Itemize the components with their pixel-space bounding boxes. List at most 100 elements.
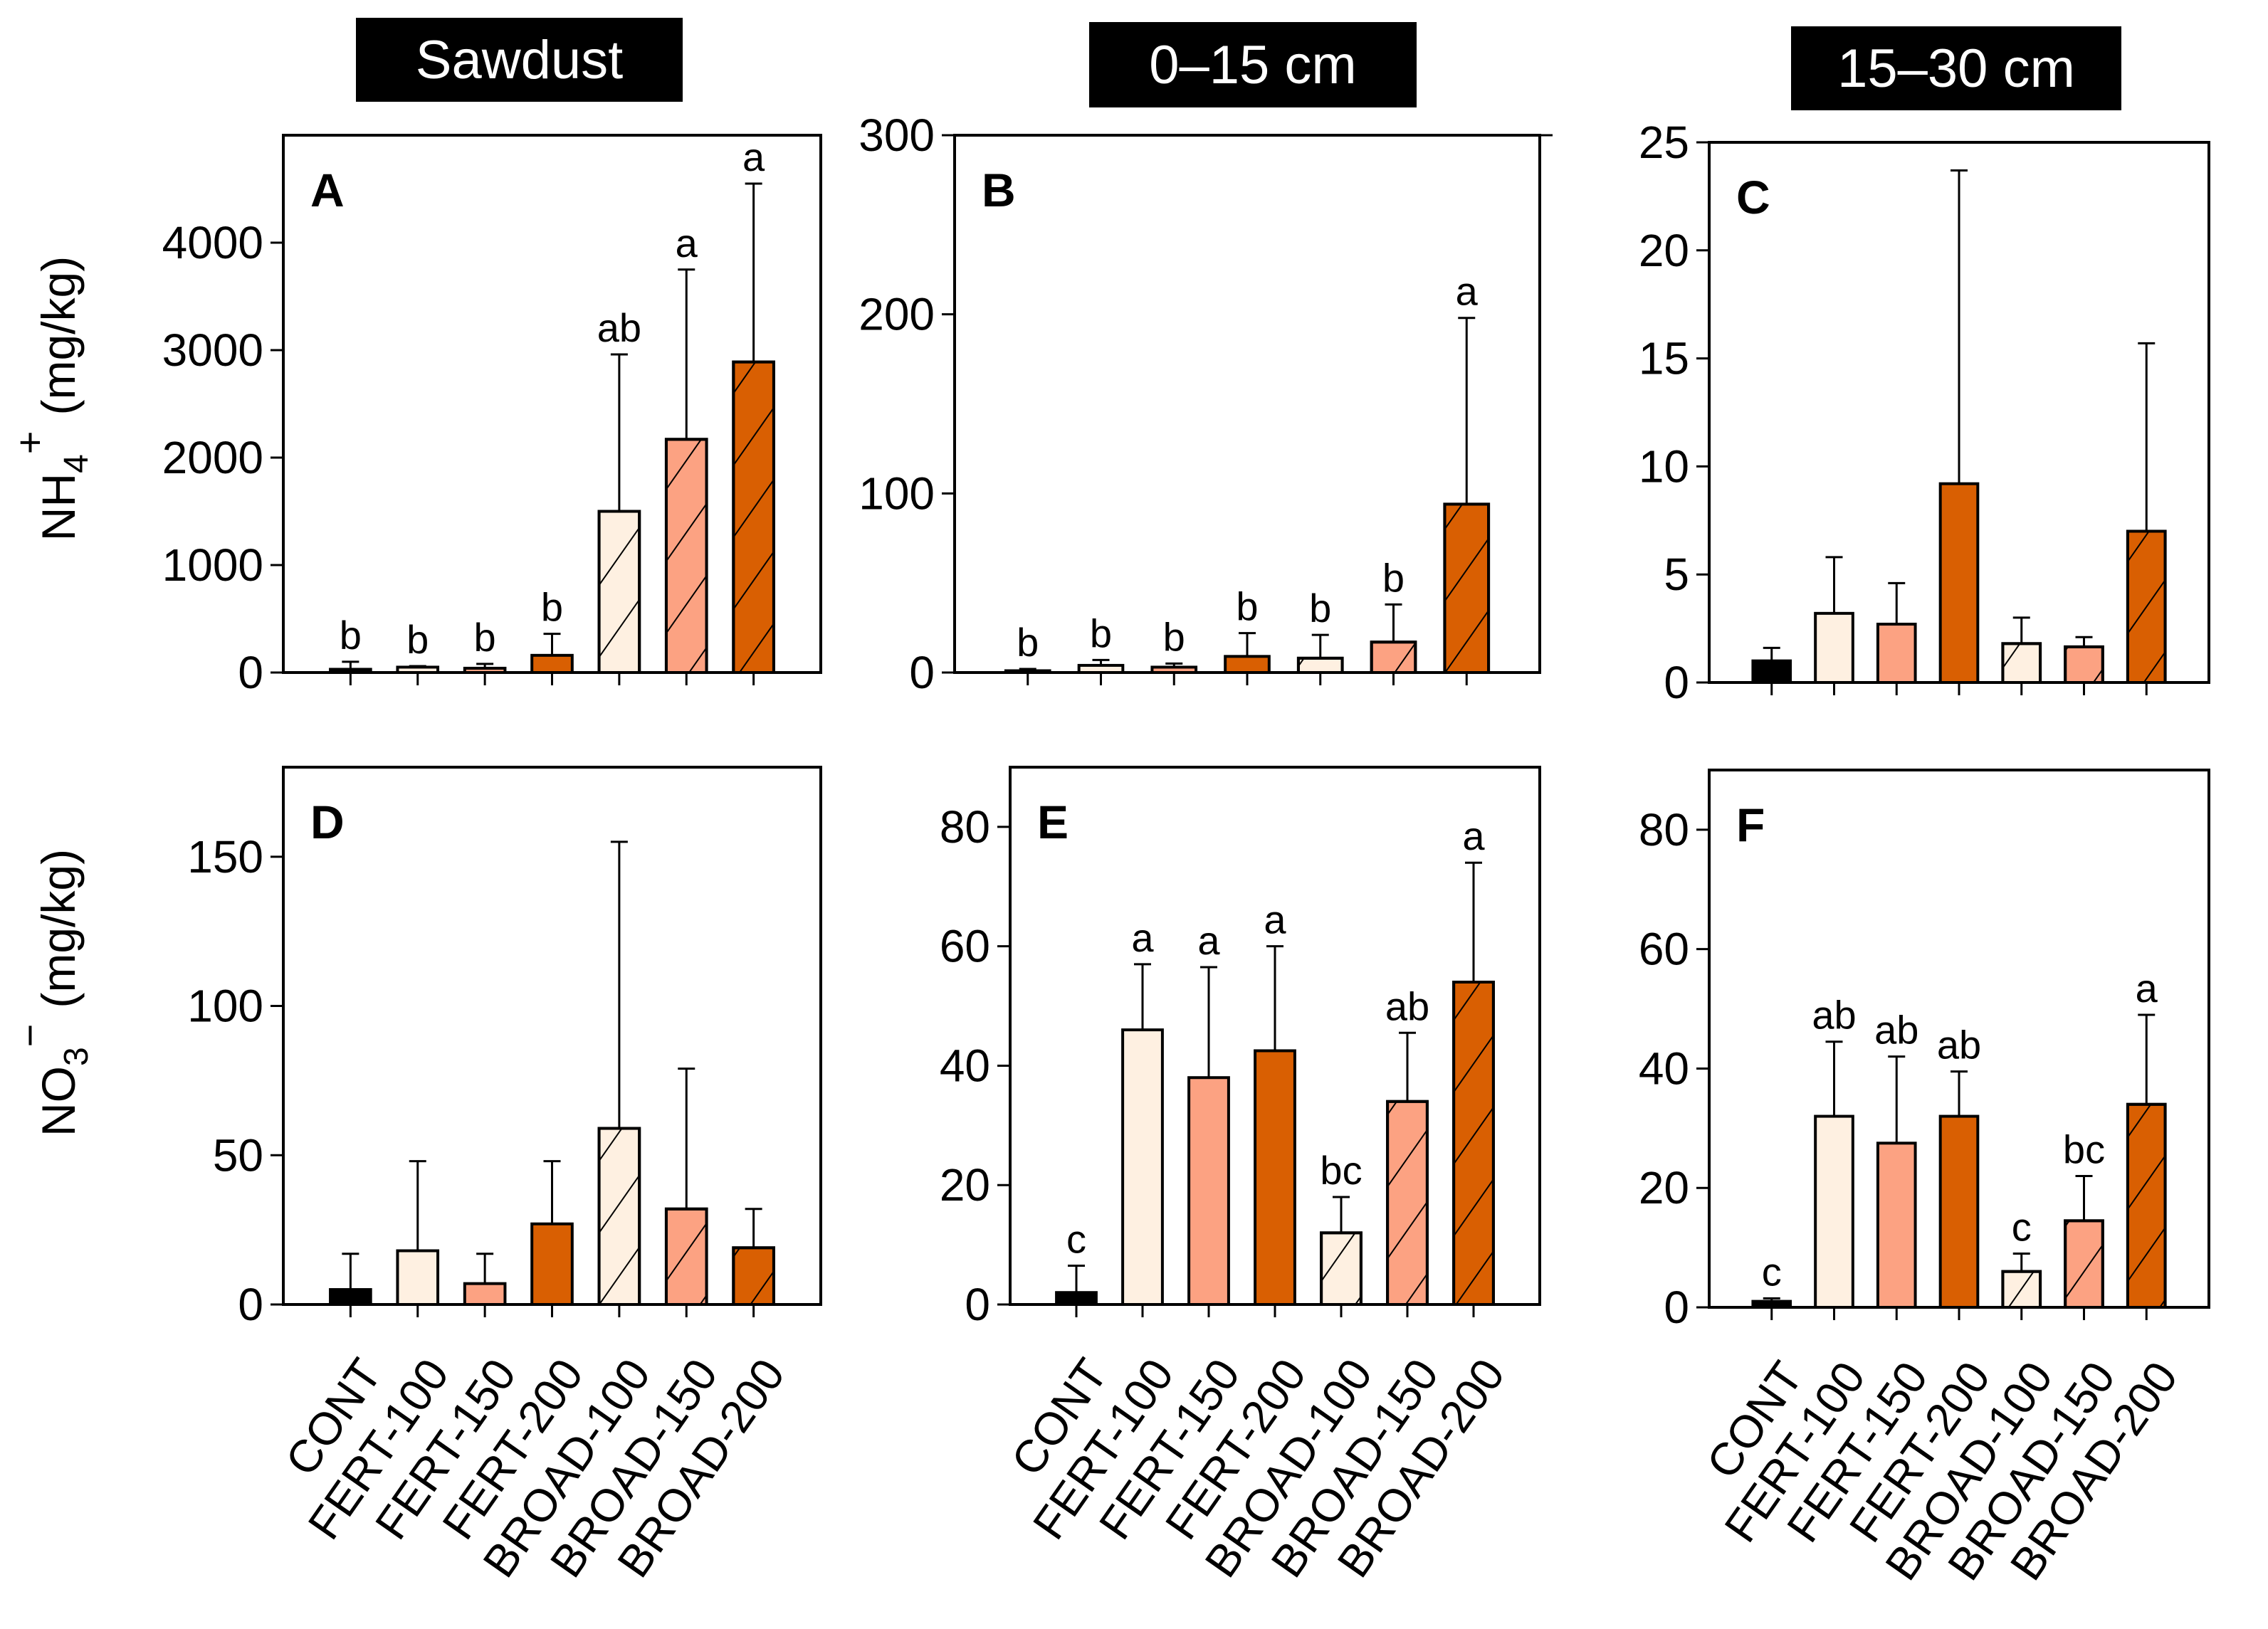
bar-hatch: [1320, 1231, 1363, 1307]
significance-letter: b: [1017, 620, 1039, 665]
significance-letter: c: [1762, 1249, 1782, 1294]
y-tick-label: 20: [940, 1159, 990, 1211]
significance-letter: b: [1309, 586, 1331, 631]
plot-frame: [1708, 141, 2210, 684]
bar: [1751, 659, 1792, 685]
significance-letter: a: [1197, 918, 1220, 963]
y-axis-label-top: NH4 + (mg/kg): [7, 256, 95, 541]
y-tick-label: 1000: [162, 539, 263, 591]
y-tick-label: 150: [187, 831, 263, 882]
bar-hatch: [732, 360, 775, 674]
y-tick-label: 40: [1639, 1043, 1689, 1094]
y-tick-label: 0: [238, 647, 263, 698]
column-title: 0–15 cm: [1149, 35, 1357, 95]
y-tick-label: 2000: [162, 432, 263, 483]
significance-letter: a: [1131, 915, 1154, 960]
y-tick-label: 20: [1639, 1162, 1689, 1213]
bar-hatch: [2064, 1219, 2104, 1309]
y-tick-label: 60: [940, 921, 990, 972]
significance-letter: b: [474, 615, 496, 660]
y-tick-label: 100: [859, 468, 935, 519]
bar-hatch: [2126, 1102, 2167, 1309]
significance-letter: bc: [2063, 1127, 2105, 1171]
bar-hatch: [1370, 640, 1417, 675]
plot-frame: [953, 134, 1541, 674]
column-title-box: [1089, 22, 1417, 107]
y-tick-label: 10: [1639, 441, 1689, 492]
significance-letter: b: [406, 617, 429, 662]
significance-letter: a: [676, 221, 698, 265]
ylabel-subscript: 3: [58, 1047, 95, 1066]
significance-letter: ab: [1385, 984, 1429, 1028]
panel-letter: B: [982, 164, 1016, 216]
bar-hatch: [2001, 1270, 2042, 1309]
bar: [1814, 611, 1854, 685]
bar: [396, 1249, 440, 1306]
ylabel-unit: (mg/kg): [32, 256, 85, 416]
y-tick-label: 80: [940, 801, 990, 853]
panel-E: cCONTaFERT-100aFERT-150aFERT-200bcBROAD-…: [940, 766, 1541, 1586]
significance-letter: a: [1264, 897, 1286, 942]
y-tick-label: 0: [1664, 657, 1689, 708]
bar: [1254, 1049, 1296, 1306]
bar: [1224, 655, 1271, 674]
significance-letter: a: [1462, 813, 1485, 858]
bar-hatch: [2001, 642, 2042, 684]
panel-letter: E: [1037, 796, 1069, 848]
bar-hatch: [597, 1127, 641, 1307]
y-tick-label: 15: [1639, 333, 1689, 384]
bar: [1938, 482, 1980, 684]
significance-letter: c: [2012, 1205, 2032, 1250]
y-tick-label: 0: [1664, 1282, 1689, 1333]
panel-C: 0 5 10 15 20 25 C: [1639, 117, 2210, 708]
significance-letter: a: [1456, 269, 1479, 314]
y-axis-label-bottom: NO3− (mg/kg): [7, 849, 95, 1137]
bar-hatch: [597, 510, 641, 674]
bar: [1876, 623, 1917, 685]
y-tick-label: 0: [238, 1279, 263, 1330]
bar: [463, 1282, 507, 1307]
bar: [530, 653, 574, 675]
bar: [530, 1222, 574, 1306]
bar-hatch: [2126, 529, 2167, 684]
significance-letter: a: [2136, 966, 2158, 1011]
column-title-box: [1791, 26, 2121, 110]
plot-frame: [282, 134, 822, 674]
bar: [329, 1288, 372, 1307]
significance-letter: ab: [597, 305, 641, 350]
y-tick-label: 100: [187, 981, 263, 1032]
bar-hatch: [1296, 656, 1344, 674]
y-tick-label: 4000: [162, 217, 263, 268]
significance-letter: b: [1382, 555, 1405, 600]
ylabel-subscript: 4: [58, 454, 95, 473]
significance-letter: ab: [1812, 993, 1856, 1038]
y-tick-label: 0: [965, 1279, 990, 1330]
y-tick-label: 40: [940, 1040, 990, 1091]
bar-hatch: [1452, 981, 1495, 1306]
plot-frame: [1708, 769, 2210, 1309]
significance-letter: b: [340, 613, 362, 658]
bar: [1938, 1114, 1980, 1309]
y-tick-label: 300: [859, 110, 935, 161]
ylabel-main: NO: [32, 1066, 85, 1137]
bar-hatch: [1386, 1100, 1429, 1307]
ylabel-main: NH: [32, 473, 85, 541]
significance-letter: ab: [1937, 1023, 1981, 1067]
significance-letter: b: [1236, 584, 1258, 629]
y-tick-label: 80: [1639, 804, 1689, 855]
ylabel-superscript: −: [7, 1024, 52, 1048]
plot-frame: [1009, 766, 1541, 1306]
panel-letter: C: [1736, 171, 1770, 223]
panel-D: CONTFERT-100FERT-150FERT-200BROAD-100BRO…: [187, 766, 822, 1586]
column-title: Sawdust: [416, 30, 624, 90]
column-title-box: [356, 18, 683, 102]
bar-hatch: [664, 438, 708, 675]
y-tick-label: 50: [213, 1129, 263, 1181]
panel-letter: F: [1736, 798, 1765, 851]
bar-hatch: [732, 1246, 775, 1306]
y-tick-label: 60: [1639, 924, 1689, 975]
bar-hatch: [664, 1207, 708, 1307]
y-tick-label: 0: [909, 647, 935, 698]
